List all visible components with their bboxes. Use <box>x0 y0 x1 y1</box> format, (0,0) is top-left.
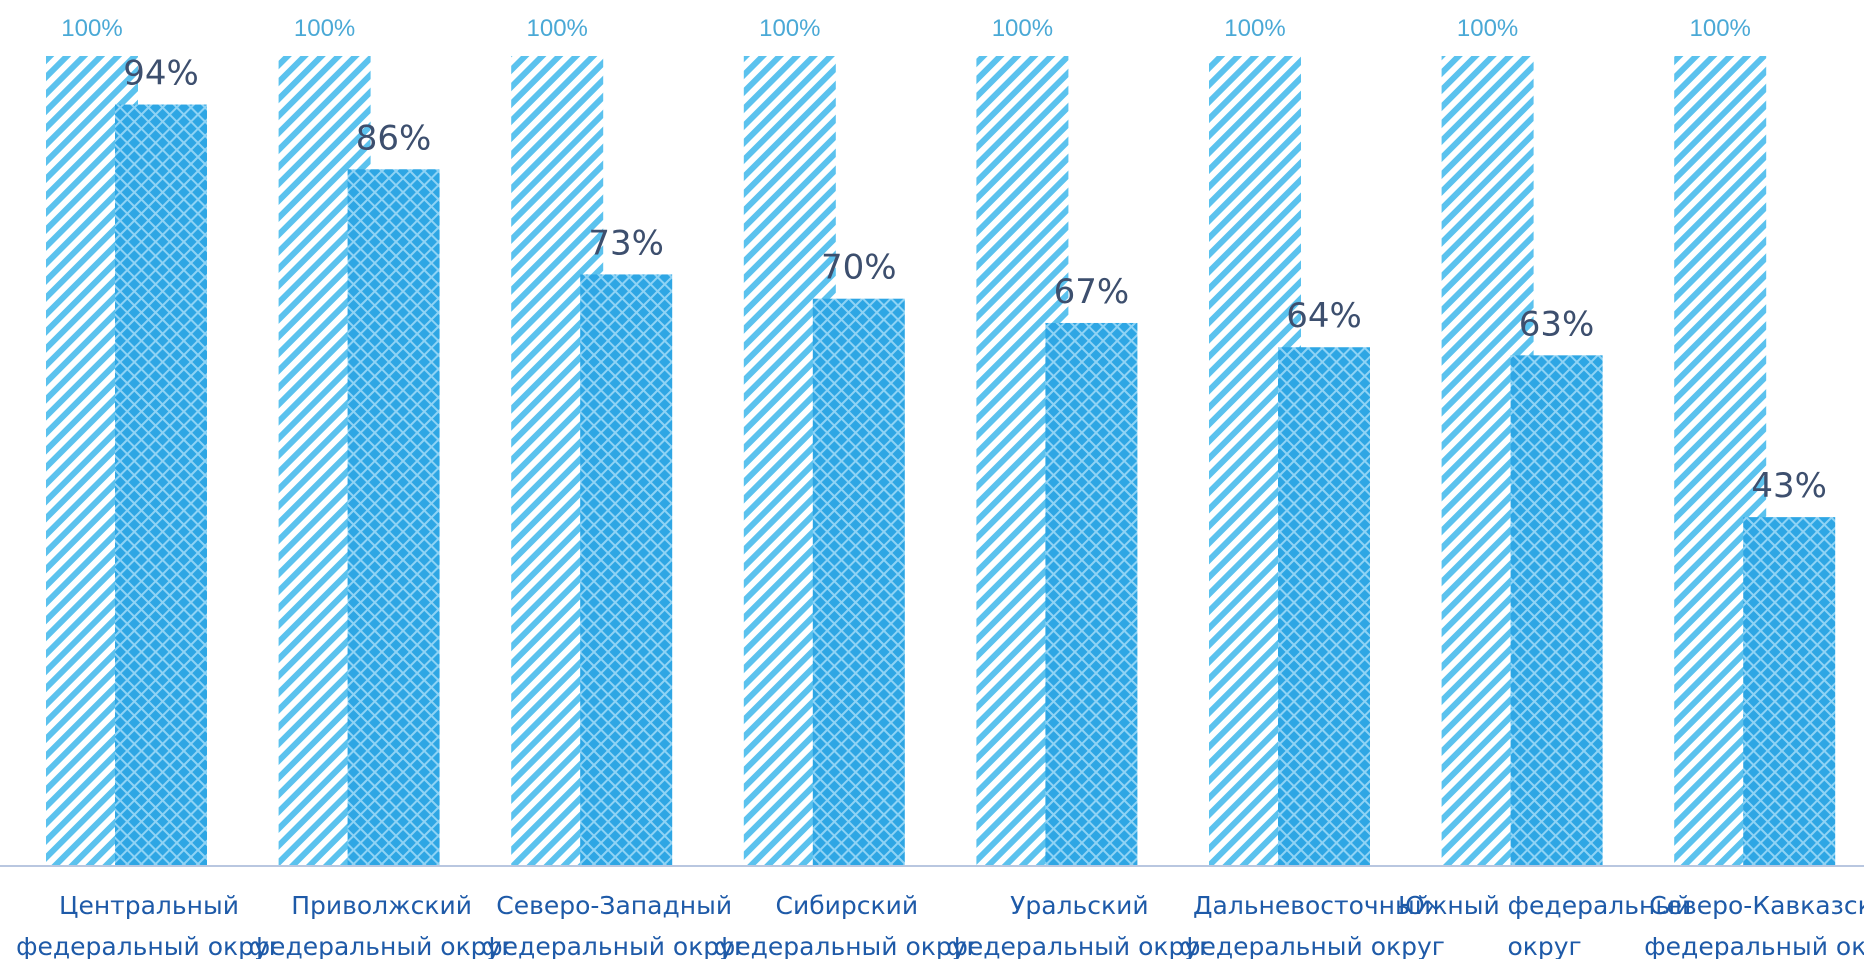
value-bar <box>1278 347 1370 865</box>
value-label: 86% <box>356 118 432 158</box>
value-bar <box>115 104 207 866</box>
value-label: 64% <box>1286 296 1362 336</box>
value-label: 73% <box>588 223 664 263</box>
bars-group <box>46 56 1836 866</box>
category-label: федеральный округ <box>1179 932 1445 959</box>
category-label: федеральный округ <box>481 932 747 959</box>
value-bar <box>1743 517 1836 865</box>
value-bar <box>580 274 673 865</box>
value-bar <box>1510 355 1603 865</box>
category-label: Южный федеральный <box>1398 891 1691 920</box>
value-label: 67% <box>1054 272 1130 312</box>
value-bar <box>347 169 440 865</box>
category-label: Северо-Кавказский <box>1649 891 1864 920</box>
category-label: Центральный <box>59 891 239 920</box>
category-label: Уральский <box>1010 891 1148 920</box>
value-label: 43% <box>1751 466 1827 506</box>
category-label: федеральный округ <box>16 932 282 959</box>
reference-label: 100% <box>1224 15 1285 42</box>
category-label: федеральный округ <box>947 932 1213 959</box>
category-label: федеральный округ <box>1644 932 1864 959</box>
reference-label: 100% <box>1690 15 1751 42</box>
category-label: федеральный округ <box>714 932 980 959</box>
category-label: Дальневосточный <box>1193 891 1431 920</box>
reference-label: 100% <box>1457 15 1518 42</box>
category-label: Сибирский <box>776 891 919 920</box>
value-label: 63% <box>1519 304 1595 344</box>
value-label: 94% <box>123 54 199 94</box>
value-bar <box>1045 322 1138 866</box>
value-label: 70% <box>821 248 897 288</box>
category-label: округ <box>1507 932 1581 959</box>
reference-label: 100% <box>527 15 588 42</box>
reference-label: 100% <box>992 15 1053 42</box>
category-label: Приволжский <box>291 891 472 920</box>
category-label: Северо-Западный <box>496 891 732 920</box>
reference-label: 100% <box>294 15 355 42</box>
category-label: федеральный округ <box>249 932 515 959</box>
reference-label: 100% <box>759 15 820 42</box>
value-bar <box>812 298 905 865</box>
reference-label: 100% <box>61 15 122 42</box>
